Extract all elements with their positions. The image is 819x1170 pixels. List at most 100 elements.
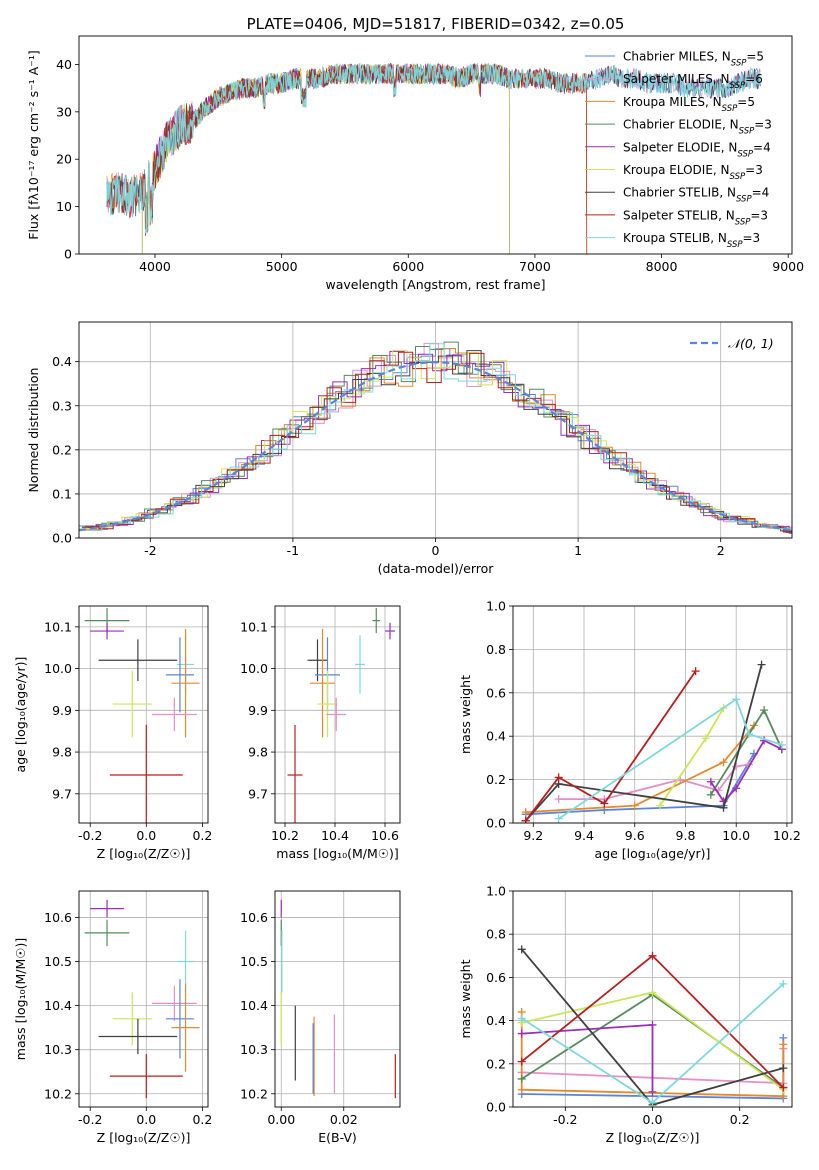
massweight-vs-z-frame — [512, 890, 793, 1108]
error-bar-point — [112, 670, 152, 738]
plus-marker — [648, 951, 657, 960]
x-tick-label: 4000 — [139, 259, 171, 274]
plus-marker — [600, 799, 609, 808]
plus-marker — [554, 814, 563, 823]
legend-label: Kroupa MILES, NSSP=5 — [623, 95, 755, 114]
x-tick-label: 10.2 — [773, 828, 801, 843]
series-line — [710, 739, 783, 803]
x-tick-label: -0.2 — [78, 1112, 102, 1127]
plus-marker — [719, 803, 728, 812]
y-tick-label: 0.8 — [486, 927, 506, 942]
x-tick-label: 9.4 — [574, 828, 594, 843]
series-line — [525, 724, 755, 813]
y-tick-label: 1.0 — [486, 599, 506, 614]
plus-marker — [701, 734, 710, 743]
x-axis-label: Z [log₁₀(Z/Z☉)] — [97, 846, 191, 861]
y-axis-label: mass weight — [458, 959, 473, 1038]
error-bar-point — [151, 697, 197, 732]
plus-marker — [719, 758, 728, 767]
residual-hist-frame — [78, 321, 793, 539]
y-tick-label: 10.2 — [44, 1086, 72, 1101]
plus-marker — [757, 660, 766, 669]
y-tick-label: 0.0 — [486, 1100, 506, 1115]
plus-marker — [648, 988, 657, 997]
error-bar-point — [177, 930, 194, 993]
mass-vs-ebv-frame — [274, 890, 401, 1108]
y-tick-label: 0.2 — [52, 442, 72, 457]
legend-label: Chabrier ELODIE, NSSP=3 — [623, 118, 772, 137]
x-axis-label: (data-model)/error — [378, 561, 495, 576]
y-tick-label: 10.4 — [44, 998, 72, 1013]
plus-marker — [517, 945, 526, 954]
plus-marker — [732, 695, 741, 704]
plus-marker — [779, 1064, 788, 1073]
x-axis-label: mass [log₁₀(M/M☉)] — [276, 846, 398, 861]
x-tick-label: 0.0 — [643, 1112, 663, 1127]
error-bar-point — [307, 639, 328, 682]
x-tick-label: 7000 — [519, 259, 551, 274]
series-line — [106, 63, 588, 254]
massweight-vs-age-plot — [521, 660, 786, 823]
age-vs-z-frame — [78, 605, 209, 824]
y-tick-label: 10.6 — [44, 910, 72, 925]
error-bar-point — [109, 1054, 183, 1099]
histogram-step — [81, 342, 792, 531]
y-tick-label: 30 — [56, 104, 72, 119]
y-tick-label: 0.4 — [52, 354, 72, 369]
error-bar-point — [109, 724, 183, 823]
y-tick-label: 0.0 — [52, 531, 72, 546]
legend-label: Chabrier STELIB, NSSP=4 — [623, 186, 769, 205]
y-tick-label: 10.2 — [240, 1086, 268, 1101]
plus-marker — [554, 773, 563, 782]
histogram-step — [79, 348, 792, 530]
x-tick-label: 0.02 — [330, 1112, 358, 1127]
massweight-vs-z-plot — [517, 945, 788, 1107]
error-bar-point — [171, 628, 200, 738]
age-vs-mass-axes: 10.2 10.4 10.6 9.7 9.8 9.9 10.0 10.1 mass [log₁₀… — [240, 606, 400, 861]
x-tick-label: 0.2 — [730, 1112, 750, 1127]
error-bar-point — [317, 670, 338, 738]
y-tick-label: 0.8 — [486, 642, 506, 657]
x-axis-label: wavelength [Angstrom, rest frame] — [325, 277, 545, 292]
plus-marker — [517, 1029, 526, 1038]
x-tick-label: 0 — [432, 543, 440, 558]
y-tick-label: 10.5 — [240, 954, 268, 969]
residual-hist-plot — [79, 341, 792, 534]
series-line — [558, 697, 783, 820]
x-tick-label: 1 — [574, 543, 582, 558]
y-axis-label: mass [log₁₀(M/M☉)] — [13, 938, 28, 1060]
legend-label: Salpeter MILES, NSSP=6 — [623, 72, 763, 91]
y-tick-label: 0.6 — [486, 970, 506, 985]
x-tick-label: 2 — [717, 543, 725, 558]
plus-marker — [732, 762, 741, 771]
x-axis-label: Z [log₁₀(Z/Z☉)] — [97, 1130, 191, 1145]
normal-curve — [79, 360, 792, 532]
error-bar-point — [372, 608, 380, 634]
plus-marker — [517, 1014, 526, 1023]
series-line — [525, 664, 763, 822]
spectrum-frame — [78, 35, 793, 255]
plus-marker — [521, 808, 530, 817]
massweight-vs-age-frame — [512, 605, 793, 824]
x-tick-label: 0.0 — [136, 1112, 156, 1127]
error-bar-point — [310, 628, 335, 738]
error-bar-point — [171, 983, 200, 1072]
y-tick-label: 9.8 — [52, 745, 72, 760]
y-tick-label: 9.9 — [52, 703, 72, 718]
y-tick-label: 0.2 — [486, 772, 506, 787]
y-tick-label: 0.4 — [486, 729, 506, 744]
x-tick-label: 9.6 — [625, 828, 645, 843]
plus-marker — [744, 730, 753, 739]
massweight-vs-z-axes: -0.2 0.0 0.2 0.0 0.2 0.4 0.6 0.8 1.0 Z [log₁₀(Z/Z… — [458, 884, 792, 1145]
spectrum-axes: 4000 5000 6000 7000 8000 9000 0 10 20 30 40 wavelen… — [26, 50, 804, 292]
error-bar-point — [165, 979, 194, 1059]
x-axis-label: E(B-V) — [318, 1130, 357, 1145]
error-bar-point — [165, 637, 194, 713]
chart-title: PLATE=0406, MJD=51817, FIBERID=0342, z=0… — [247, 15, 625, 33]
error-bar-point — [90, 622, 124, 640]
x-tick-label: -2 — [144, 543, 156, 558]
y-tick-label: 10 — [56, 199, 72, 214]
legend: 𝒩(0, 1) — [690, 336, 774, 351]
plus-marker — [517, 1057, 526, 1066]
